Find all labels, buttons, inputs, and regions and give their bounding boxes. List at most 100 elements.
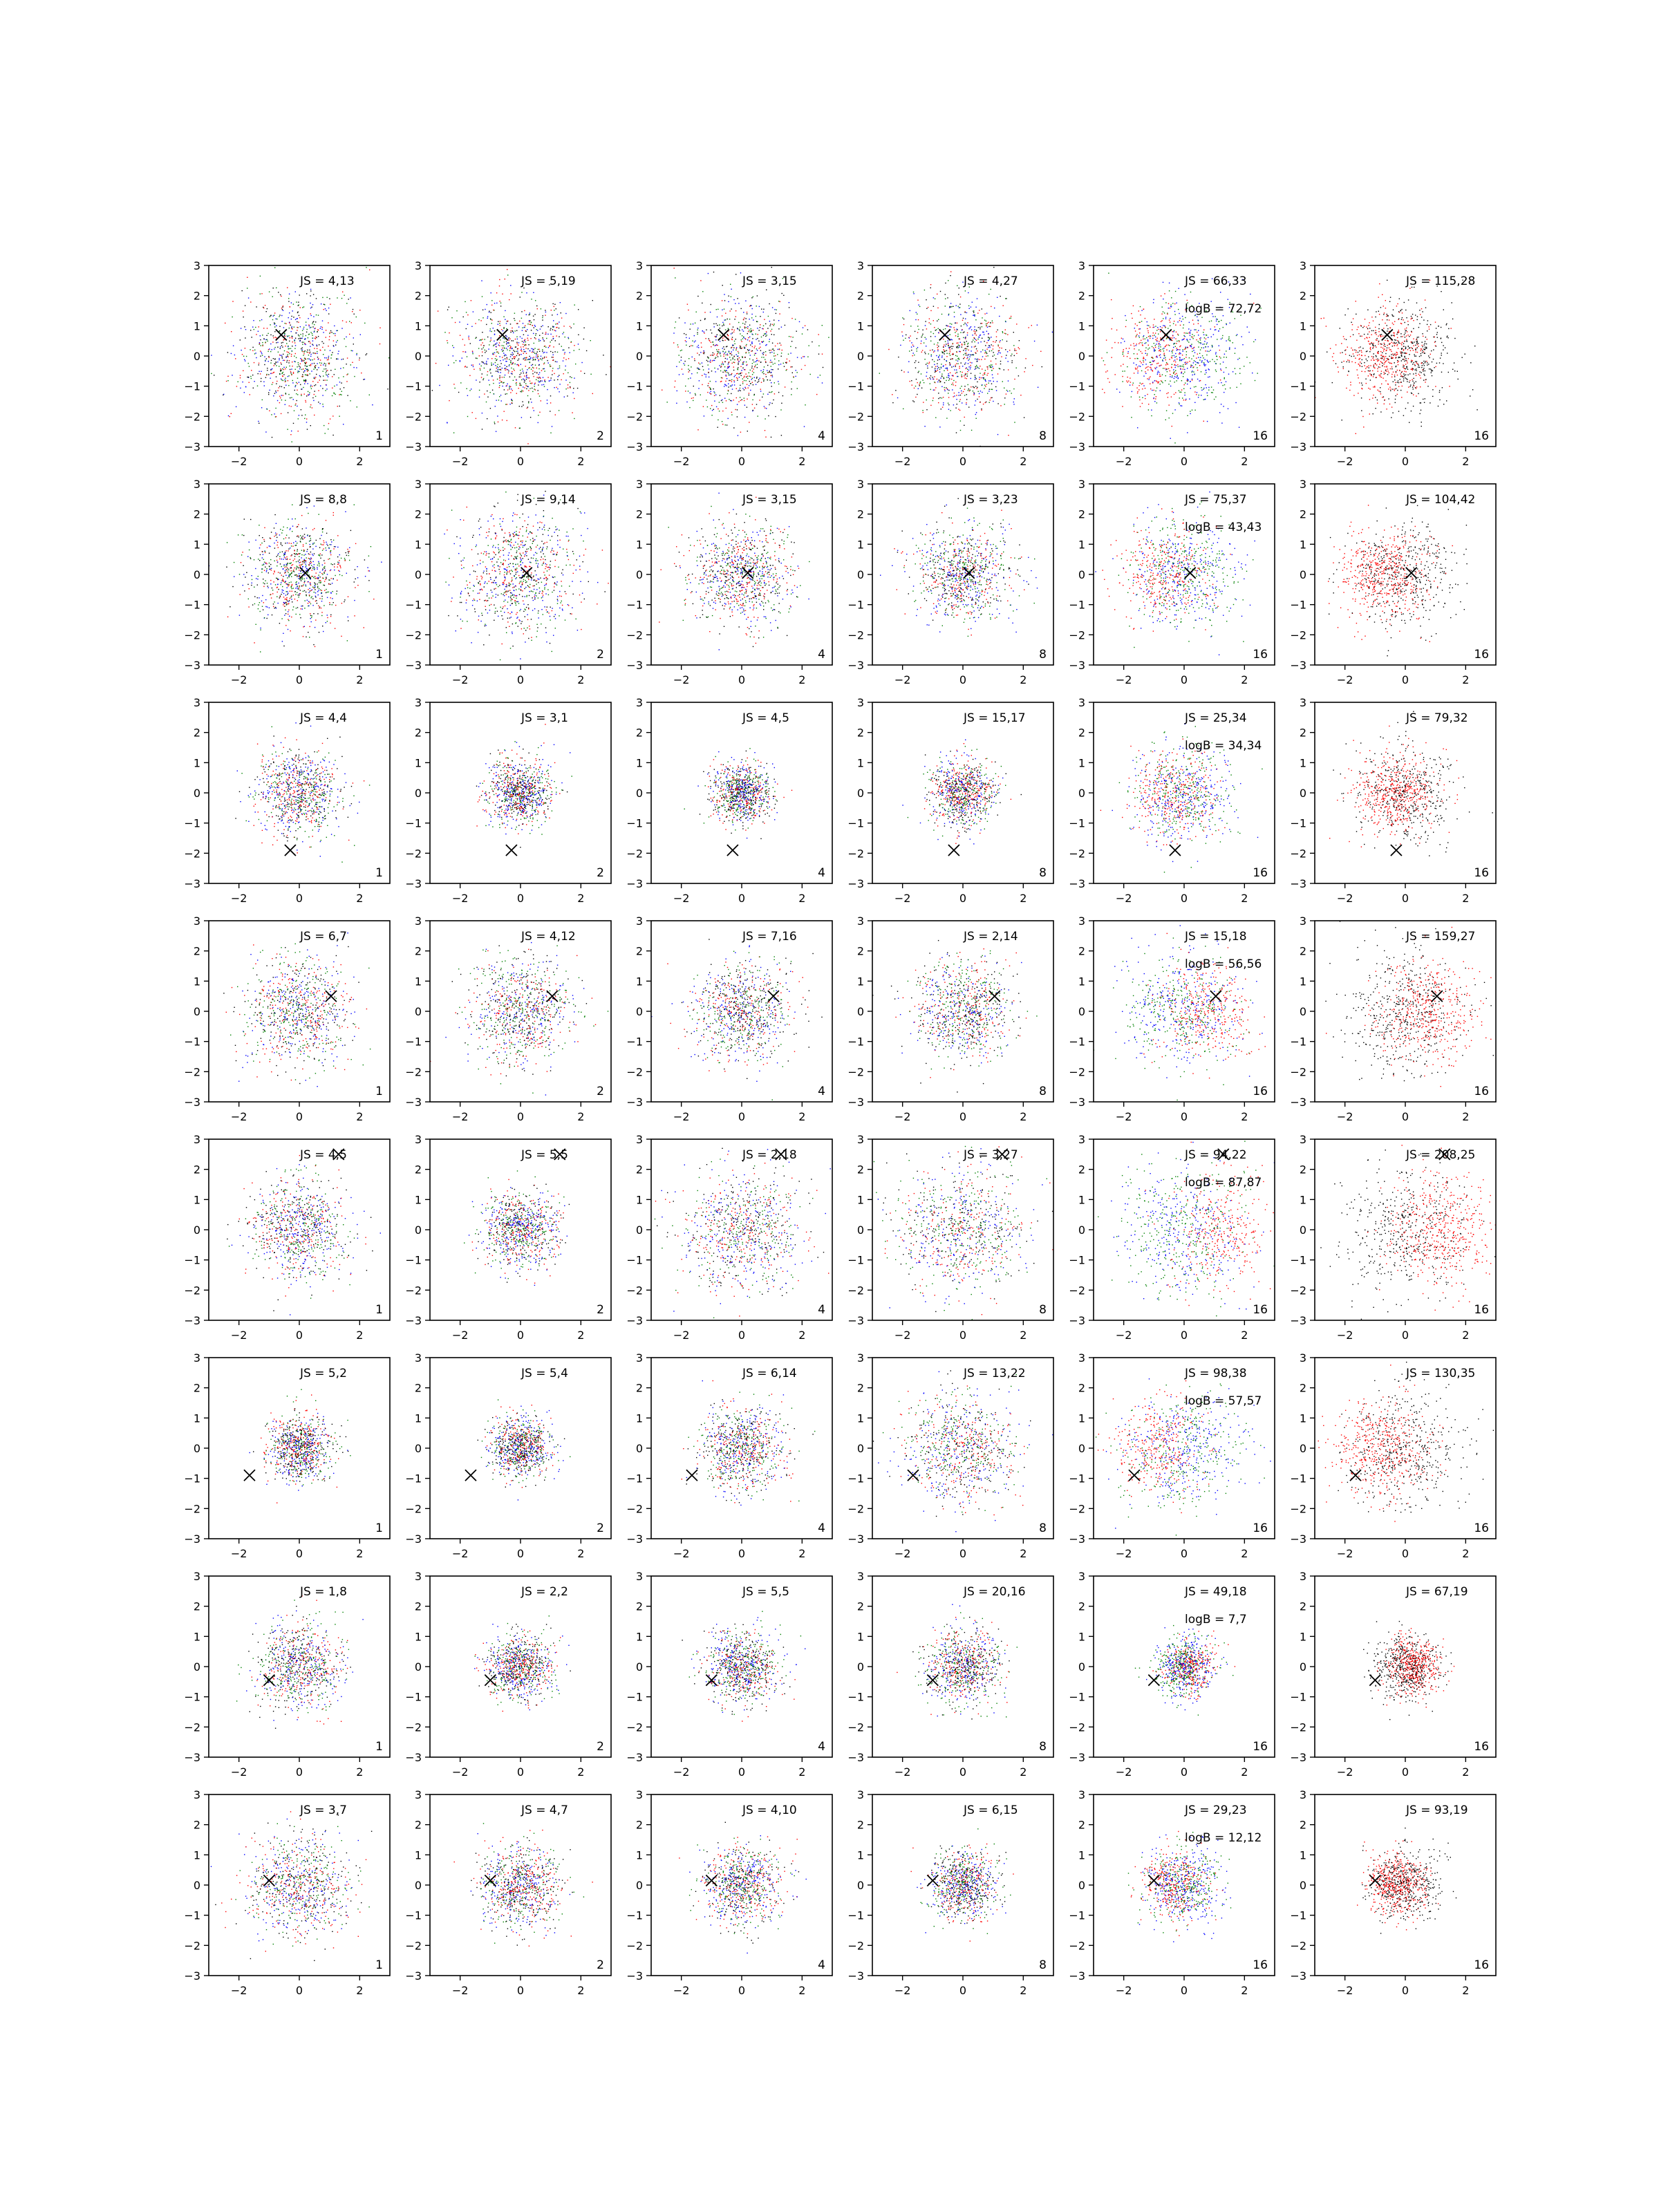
scatter-point (535, 338, 536, 339)
y-tick-label: −1 (184, 380, 200, 393)
scatter-point (297, 318, 298, 319)
scatter-point (590, 340, 591, 341)
scatter-point (266, 311, 267, 312)
x-tick-label: 2 (356, 455, 363, 468)
scatter-point (303, 306, 304, 307)
scatter-point (328, 423, 329, 424)
scatter-point (320, 365, 321, 366)
scatter-point (507, 274, 508, 275)
scatter-point (526, 385, 527, 386)
scatter-point (245, 329, 246, 330)
scatter-point (315, 321, 316, 322)
scatter-point (499, 279, 500, 280)
scatter-point (352, 350, 353, 351)
scatter-point (325, 379, 326, 380)
scatter-point (496, 352, 497, 353)
scatter-point (279, 374, 280, 375)
scatter-point (300, 307, 301, 308)
scatter-point (298, 364, 299, 365)
scatter-point (453, 362, 454, 363)
scatter-point (258, 373, 259, 374)
scatter-point (471, 365, 472, 366)
scatter-point (293, 373, 294, 374)
scatter-point (296, 357, 297, 358)
scatter-point (543, 384, 544, 385)
y-tick-label: −2 (184, 410, 200, 423)
scatter-point (324, 357, 325, 358)
scatter-point (513, 340, 514, 341)
scatter-point (532, 367, 533, 368)
scatter-point (313, 400, 314, 401)
scatter-point (516, 355, 517, 356)
scatter-point (568, 338, 569, 339)
scatter-point (295, 332, 296, 333)
scatter-point (532, 407, 533, 408)
scatter-point (288, 298, 289, 299)
scatter-point (490, 328, 491, 329)
scatter-point (565, 313, 566, 314)
scatter-point (527, 348, 528, 349)
scatter-point (472, 350, 473, 351)
scatter-point (325, 308, 326, 309)
scatter-point (310, 386, 311, 387)
scatter-point (335, 344, 336, 345)
scatter-point (494, 423, 495, 424)
scatter-point (310, 289, 311, 290)
scatter-point (319, 375, 320, 376)
scatter-point (270, 362, 271, 363)
scatter-point (306, 362, 307, 363)
scatter-point (329, 336, 330, 337)
scatter-point (322, 347, 323, 348)
scatter-point (534, 337, 535, 338)
scatter-point (310, 425, 311, 426)
scatter-point (491, 364, 492, 365)
scatter-point (491, 323, 492, 324)
scatter-point (494, 330, 495, 331)
scatter-point (227, 352, 228, 353)
scatter-point (273, 337, 274, 338)
scatter-point (295, 291, 296, 292)
scatter-point (510, 392, 511, 393)
scatter-point (276, 381, 277, 382)
scatter-point (258, 421, 259, 422)
scatter-point (291, 374, 292, 375)
scatter-point (251, 378, 252, 379)
scatter-point (285, 393, 286, 394)
scatter-point (521, 318, 522, 319)
scatter-point (516, 342, 517, 343)
scatter-point (346, 381, 347, 382)
scatter-point (246, 356, 247, 357)
scatter-point (539, 412, 540, 413)
scatter-point (548, 362, 549, 363)
scatter-point (528, 344, 529, 345)
scatter-point (527, 340, 528, 341)
scatter-point (499, 385, 500, 386)
scatter-point (364, 323, 365, 324)
scatter-point (352, 362, 353, 363)
scatter-point (267, 370, 268, 371)
scatter-point (529, 358, 530, 359)
scatter-point (267, 308, 268, 309)
scatter-point (275, 408, 276, 409)
scatter-point (524, 327, 525, 328)
scatter-point (226, 381, 227, 382)
scatter-point (542, 332, 543, 333)
scatter-point (240, 375, 241, 376)
scatter-point (284, 387, 285, 388)
scatter-point (300, 367, 301, 368)
scatter-point (347, 357, 348, 358)
scatter-point (303, 353, 304, 354)
scatter-point (515, 330, 516, 331)
scatter-point (282, 307, 283, 308)
scatter-point (250, 301, 251, 302)
scatter-point (487, 318, 488, 319)
scatter-point (320, 328, 321, 329)
scatter-point (278, 352, 279, 353)
scatter-point (266, 358, 267, 359)
scatter-point (305, 350, 306, 351)
scatter-point (326, 379, 327, 380)
scatter-point (360, 334, 361, 335)
scatter-point (312, 359, 313, 360)
scatter-point (288, 352, 289, 353)
scatter-point (537, 308, 538, 309)
